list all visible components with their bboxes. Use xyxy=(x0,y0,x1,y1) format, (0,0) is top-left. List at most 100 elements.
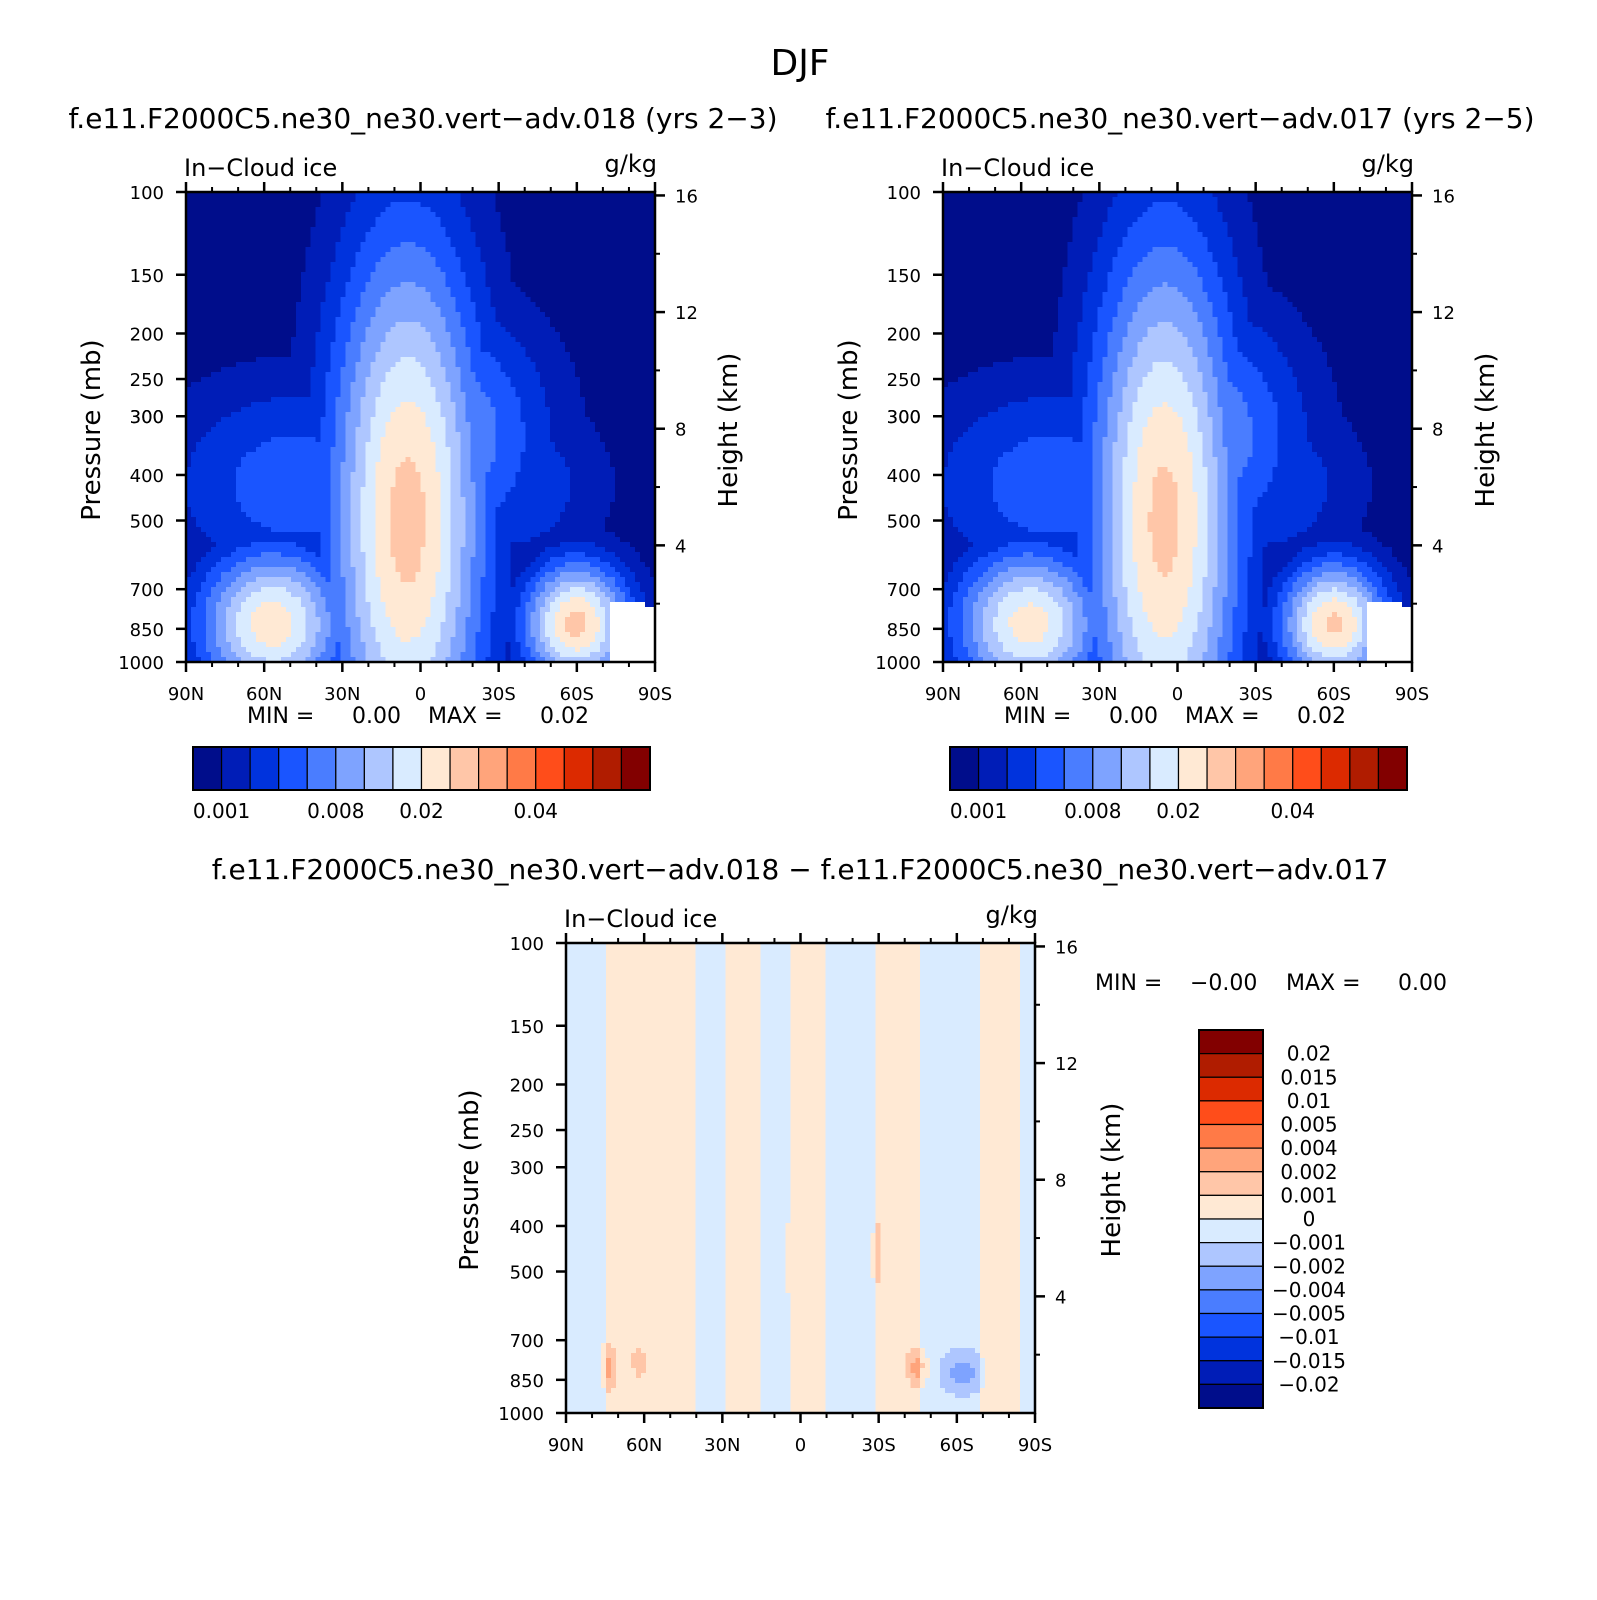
p2-xtick-label: 60N xyxy=(1003,684,1039,705)
panel-2-ylabel2: Height (km) xyxy=(1471,353,1501,508)
p3-colorbar-label: 0.005 xyxy=(1280,1113,1337,1137)
p2-ytick-label: 1000 xyxy=(875,653,921,674)
p1-colorbar-label: 0.02 xyxy=(399,799,444,823)
p3-colorbar-label: 0.001 xyxy=(1280,1183,1337,1207)
p2-ytick-label: 200 xyxy=(887,324,921,345)
p2-colorbar-swatch xyxy=(950,747,979,790)
panel-2-max-label: MAX = xyxy=(1185,704,1260,729)
panel-2-min-value: 0.00 xyxy=(1109,704,1158,729)
panel-2-ylabel: Pressure (mb) xyxy=(834,339,864,520)
panel-1-ylabel: Pressure (mb) xyxy=(77,339,107,520)
p1-xtick-label: 90N xyxy=(168,684,204,705)
panel-2-title: f.e11.F2000C5.ne30_ne30.vert−adv.017 (yr… xyxy=(825,102,1534,135)
p1-ytick-label: 300 xyxy=(130,407,164,428)
p3-colorbar-swatch xyxy=(1199,1243,1263,1267)
p1-ytick-label: 150 xyxy=(130,266,164,287)
p1-colorbar-swatch xyxy=(279,747,308,790)
p1-xtick-label: 60N xyxy=(246,684,282,705)
p3-y2tick-label: 12 xyxy=(1055,1054,1078,1075)
p3-colorbar-swatch xyxy=(1199,1290,1263,1314)
p3-colorbar-swatch xyxy=(1199,1337,1263,1361)
p3-colorbar-swatch xyxy=(1199,1054,1263,1078)
p2-ytick-label: 400 xyxy=(887,466,921,487)
p3-ytick-label: 700 xyxy=(510,1331,544,1352)
panel-2-plot-area xyxy=(943,192,1413,663)
p2-ytick-label: 850 xyxy=(887,620,921,641)
panel-2-variable-label: In−Cloud ice xyxy=(941,154,1094,182)
p3-ytick-label: 250 xyxy=(510,1121,544,1142)
p1-colorbar-label: 0.04 xyxy=(513,799,558,823)
p3-colorbar-swatch xyxy=(1199,1101,1263,1125)
p3-colorbar-label: −0.004 xyxy=(1272,1278,1346,1302)
p2-colorbar-swatch xyxy=(1293,747,1322,790)
panel-3-min-value: −0.00 xyxy=(1190,971,1257,996)
p3-ytick-label: 400 xyxy=(510,1217,544,1238)
p3-xtick-label: 30S xyxy=(861,1435,895,1456)
p2-y2tick-label: 4 xyxy=(1432,536,1443,557)
p1-xtick-label: 30S xyxy=(481,684,515,705)
p3-colorbar-label: 0.015 xyxy=(1280,1065,1337,1089)
p1-colorbar-swatch xyxy=(364,747,393,790)
p2-ytick-label: 500 xyxy=(887,512,921,533)
p3-y2tick-label: 16 xyxy=(1055,937,1078,958)
p3-colorbar-swatch xyxy=(1199,1077,1263,1101)
p2-colorbar-swatch xyxy=(1093,747,1122,790)
p2-colorbar-label: 0.001 xyxy=(950,799,1007,823)
p3-colorbar-label: −0.001 xyxy=(1272,1231,1346,1255)
panel-1-title: f.e11.F2000C5.ne30_ne30.vert−adv.018 (yr… xyxy=(68,102,777,135)
panel-1-plot-area xyxy=(186,192,656,663)
p1-colorbar-label: 0.001 xyxy=(193,799,250,823)
p3-colorbar-swatch xyxy=(1199,1125,1263,1149)
p1-colorbar-swatch xyxy=(393,747,422,790)
p2-colorbar-swatch xyxy=(1264,747,1293,790)
p3-colorbar-label: −0.002 xyxy=(1272,1254,1346,1278)
panel-3-variable-label: In−Cloud ice xyxy=(564,905,717,933)
p3-colorbar-swatch xyxy=(1199,1172,1263,1196)
p3-colorbar-label: 0.01 xyxy=(1287,1089,1332,1113)
p2-colorbar-swatch xyxy=(1121,747,1150,790)
p1-y2tick-label: 4 xyxy=(675,536,686,557)
panel-2-max-value: 0.02 xyxy=(1297,704,1346,729)
p3-ytick-label: 500 xyxy=(510,1263,544,1284)
panel-3-units-label: g/kg xyxy=(986,901,1038,929)
p1-colorbar-swatch xyxy=(193,747,222,790)
p2-y2tick-label: 12 xyxy=(1432,303,1455,324)
p2-xtick-label: 60S xyxy=(1317,684,1351,705)
p2-colorbar-swatch xyxy=(1236,747,1265,790)
p2-colorbar-swatch xyxy=(1007,747,1036,790)
p1-colorbar-swatch xyxy=(450,747,479,790)
p3-y2tick-label: 4 xyxy=(1055,1287,1066,1308)
p2-ytick-label: 150 xyxy=(887,266,921,287)
p1-ytick-label: 850 xyxy=(130,620,164,641)
panel-2: f.e11.F2000C5.ne30_ne30.vert−adv.017 (yr… xyxy=(825,102,1534,823)
p3-colorbar-label: 0 xyxy=(1303,1207,1316,1231)
p3-xtick-label: 60N xyxy=(626,1435,662,1456)
p1-colorbar-swatch xyxy=(222,747,251,790)
p1-xtick-label: 90S xyxy=(638,684,672,705)
p2-colorbar-label: 0.02 xyxy=(1156,799,1201,823)
panel-1-max-value: 0.02 xyxy=(540,704,589,729)
p1-colorbar-swatch xyxy=(564,747,593,790)
p2-ytick-label: 300 xyxy=(887,407,921,428)
p2-colorbar-swatch xyxy=(1036,747,1065,790)
panel-1-variable-label: In−Cloud ice xyxy=(184,154,337,182)
panel-3-ylabel2: Height (km) xyxy=(1097,1103,1127,1258)
panel-1-units-label: g/kg xyxy=(605,150,657,178)
p3-colorbar-swatch xyxy=(1199,1195,1263,1219)
p1-y2tick-label: 8 xyxy=(675,420,686,441)
p2-colorbar-swatch xyxy=(1350,747,1379,790)
panel-1-ylabel2: Height (km) xyxy=(714,353,744,508)
p1-y2tick-label: 12 xyxy=(675,303,698,324)
p1-colorbar-swatch xyxy=(507,747,536,790)
p2-colorbar-swatch xyxy=(979,747,1008,790)
panel-1-max-label: MAX = xyxy=(428,704,503,729)
p1-colorbar-swatch xyxy=(593,747,622,790)
panel-1: f.e11.F2000C5.ne30_ne30.vert−adv.018 (yr… xyxy=(68,102,777,823)
p3-colorbar-label: −0.02 xyxy=(1278,1372,1339,1396)
p3-ytick-label: 200 xyxy=(510,1075,544,1096)
p2-y2tick-label: 8 xyxy=(1432,420,1443,441)
p1-xtick-label: 30N xyxy=(324,684,360,705)
p2-ytick-label: 700 xyxy=(887,580,921,601)
p2-colorbar-swatch xyxy=(1321,747,1350,790)
